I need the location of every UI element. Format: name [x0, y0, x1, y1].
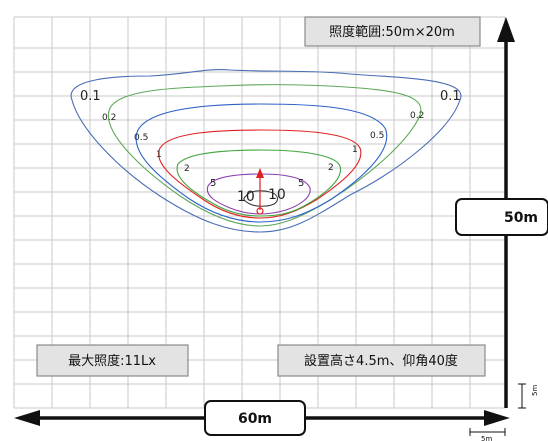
contour-label-5-left: 5 [210, 178, 216, 189]
contour-label-1-right: 1 [352, 145, 358, 155]
depth-label: 50m [504, 210, 538, 226]
width-label: 60m [238, 411, 272, 427]
range-text: 照度範囲:50m×20m [329, 24, 455, 40]
range-box: 照度範囲:50m×20m [304, 16, 481, 47]
grid-scale-vertical: 5m [518, 383, 539, 409]
contour-label-0.5-left: 0.5 [134, 133, 148, 143]
install-text: 設置高さ4.5m、仰角40度 [304, 353, 458, 369]
contour-0.5 [135, 103, 388, 223]
contour-label-2-left: 2 [184, 164, 190, 174]
contour-10 [243, 190, 279, 207]
grid-scale-horizontal: 5m [469, 428, 506, 441]
contour-label-0.1-left: 0.1 [80, 89, 101, 104]
max-lux-text: 最大照度:11Lx [68, 353, 156, 369]
contour-label-2-right: 2 [328, 163, 334, 173]
contour-2 [176, 149, 341, 217]
width-dimension: 60m [14, 400, 510, 436]
contour-label-0.2-left: 0.2 [102, 113, 116, 123]
contour-0.2 [107, 84, 422, 227]
contour-0.1 [70, 69, 462, 233]
contour-label-0.5-right: 0.5 [370, 131, 384, 141]
contour-1 [158, 129, 362, 219]
contour-label-5-right: 5 [298, 178, 304, 189]
contour-label-10-right: 10 [268, 187, 286, 203]
install-box: 設置高さ4.5m、仰角40度 [277, 344, 486, 377]
grid-scale-h-label: 5m [481, 435, 492, 441]
contour-label-10-left: 10 [237, 189, 255, 205]
max-lux-box: 最大照度:11Lx [36, 344, 189, 377]
contour-label-0.2-right: 0.2 [410, 111, 424, 121]
contour-label-0.1-right: 0.1 [440, 89, 461, 104]
light-fixture-arrow [256, 168, 264, 215]
depth-dimension: 50m [455, 17, 548, 408]
contour-label-1-left: 1 [156, 150, 162, 160]
grid-scale-v-label: 5m [531, 385, 539, 396]
grid [13, 16, 506, 409]
